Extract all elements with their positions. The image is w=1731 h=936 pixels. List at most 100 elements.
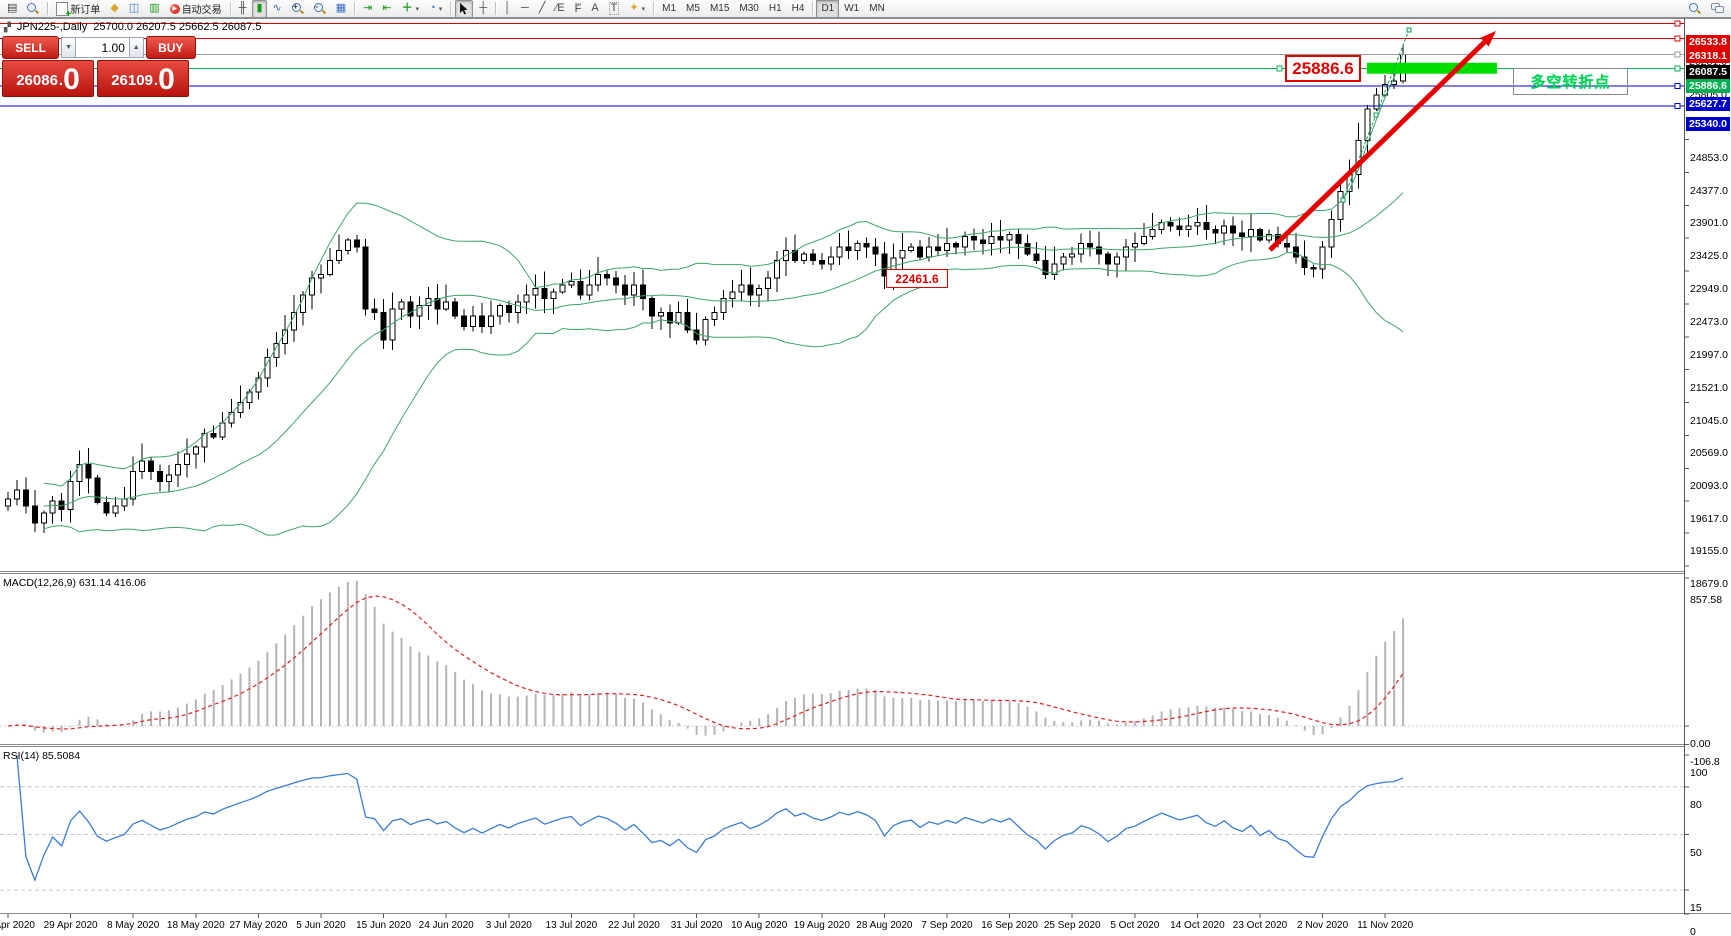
watchlist-icon: ◆ [110, 2, 119, 14]
chart-window-icon: ▤ [7, 2, 18, 14]
indicators-button[interactable]: ＋ ▾ [398, 0, 424, 18]
price-line-label: 25627.7 [1686, 97, 1730, 112]
new-order-label: 新订单 [70, 5, 101, 16]
horizontal-line-button[interactable]: ─ [517, 0, 533, 18]
date-axis-label: 27 May 2020 [229, 920, 288, 931]
candle-chart-icon: ▮ [256, 2, 263, 14]
terminal-button[interactable]: ▥ [145, 0, 163, 18]
price-line-label: 26087.5 [1686, 65, 1730, 80]
support-price-label[interactable]: 22461.6 [886, 269, 948, 288]
date-axis-label: 18 May 2020 [166, 920, 225, 931]
cursor-icon [460, 2, 468, 14]
periods-button[interactable]: ◔ ▾ [425, 0, 446, 18]
line-chart-button[interactable]: ∿ [269, 0, 286, 18]
one-click-trade-panel: SELL ▼ ▲ BUY 26086.0 26109.0 [2, 36, 196, 97]
chart-shift-button[interactable]: ⇤ [378, 0, 395, 18]
shapes-button[interactable]: ✦ ▾ [625, 0, 649, 18]
macd-axis-tick: 857.58 [1690, 594, 1723, 606]
text-icon: A [591, 2, 599, 14]
text-button[interactable]: A [587, 0, 602, 18]
autotrade-button[interactable]: ▶ 自动交易 [166, 0, 226, 18]
bid-price-frac: 0 [63, 63, 80, 96]
date-axis-label: 5 Oct 2020 [1110, 920, 1160, 931]
new-chart-button[interactable]: ▤ [3, 0, 21, 18]
channel-icon: ∕E [555, 2, 565, 14]
chat-button[interactable] [1707, 0, 1728, 18]
watchlist-button[interactable]: ◆ [106, 0, 122, 18]
date-axis-label: 19 Aug 2020 [793, 920, 850, 931]
price-line-label: 25886.6 [1686, 79, 1730, 94]
date-axis-label: 15 Jun 2020 [356, 920, 412, 931]
zoom-in-button[interactable]: + [288, 0, 308, 18]
zoom-out-button[interactable]: - [310, 0, 330, 18]
sell-button[interactable]: SELL [2, 36, 60, 59]
crosshair-button[interactable]: ┼ [475, 0, 491, 18]
new-order-icon: + [56, 1, 71, 19]
toolbar-separator [495, 2, 497, 15]
bid-price-box[interactable]: 26086. 0 [2, 60, 94, 97]
new-order-button[interactable]: + 新订单 [52, 0, 104, 19]
main-toolbar: ▤ + 新订单 ◆ ◫ ▥ ▶ 自动交易 ╫ ▮ ∿ + - ▦ ⇥ ⇤ ＋ ▾ … [0, 0, 1731, 19]
timeframe-button-h1[interactable]: H1 [768, 3, 782, 14]
channel-button[interactable]: ∕E [551, 0, 568, 18]
fibonacci-button[interactable]: F [571, 0, 586, 18]
price-axis-tick: 20093.0 [1690, 480, 1728, 493]
rsi-axis-tick: 80 [1690, 798, 1702, 811]
bull-arrow [1268, 40, 1487, 252]
autotrade-label: 自动交易 [181, 5, 222, 16]
price-level-lines[interactable] [0, 20, 1684, 109]
date-axis-label: 23 Oct 2020 [1232, 920, 1288, 931]
timeframe-group: M1 M5 M15 M30 H1 H4 D1 W1 MN [657, 0, 890, 18]
bar-chart-button[interactable]: ╫ [235, 0, 251, 18]
ask-price-frac: 0 [158, 63, 175, 96]
rsi-axis-tick: 0 [1690, 926, 1696, 936]
volume-increase-button[interactable]: ▲ [128, 37, 144, 58]
timeframe-button-m15[interactable]: M15 [709, 3, 730, 14]
label-button[interactable]: T [605, 0, 624, 18]
resistance-price-label[interactable]: 25886.6 [1285, 55, 1361, 82]
price-axis-tick: 18679.0 [1690, 578, 1728, 590]
ask-price-box[interactable]: 26109. 0 [97, 60, 189, 97]
trendline-button[interactable]: ╱ [535, 0, 550, 18]
timeframe-button-m1[interactable]: M1 [662, 3, 677, 14]
navigator-button[interactable]: ◫ [125, 0, 143, 18]
price-axis-tick: 24377.0 [1690, 184, 1728, 197]
chart-annotations[interactable] [1268, 27, 1497, 252]
bull-bear-turning-point-note[interactable]: 多空转折点 [1513, 68, 1628, 95]
toolbar-separator [354, 2, 356, 15]
timeframe-button-m30[interactable]: M30 [739, 3, 759, 14]
tile-windows-button[interactable]: ▦ [332, 0, 350, 18]
timeframe-button-w1[interactable]: W1 [844, 3, 860, 14]
clock-icon: ◔ [429, 2, 436, 14]
crosshair-icon: ┼ [479, 2, 488, 14]
cursor-button[interactable] [455, 0, 474, 18]
volume-input[interactable] [75, 37, 129, 58]
zoom-out-icon: - [313, 2, 326, 15]
date-axis-label: 24 Jun 2020 [418, 920, 474, 931]
timeframe-button-h4[interactable]: H4 [791, 3, 805, 14]
rsi-axis-tick: 15 [1690, 902, 1702, 915]
tile-windows-icon: ▦ [335, 2, 347, 14]
auto-scroll-button[interactable]: ⇥ [359, 0, 376, 18]
chart-preview-button[interactable] [23, 0, 43, 18]
timeframe-button-mn[interactable]: MN [869, 3, 885, 14]
vertical-line-button[interactable]: │ [500, 0, 515, 18]
timeframe-button-m5[interactable]: M5 [686, 3, 700, 14]
buy-button[interactable]: BUY [145, 36, 196, 59]
price-line-label: 25340.0 [1686, 117, 1730, 131]
chevron-down-icon: ▾ [641, 5, 646, 13]
shapes-icon: ✦ [629, 2, 639, 14]
chart-canvas[interactable] [0, 18, 1731, 936]
price-axis-tick: 19617.0 [1690, 513, 1728, 526]
date-axis-label: 10 Aug 2020 [731, 920, 788, 931]
price-axis-tick: 24853.0 [1690, 151, 1728, 164]
candle-chart-button[interactable]: ▮ [252, 0, 267, 18]
macd-indicator [0, 580, 1684, 736]
timeframe-button-d1[interactable]: D1 [816, 0, 840, 18]
chart-title-icon: ▞ [4, 21, 11, 32]
search-button[interactable] [1685, 0, 1705, 18]
volume-decrease-button[interactable]: ▼ [61, 37, 76, 58]
date-axis-label: 22 Jul 2020 [608, 920, 660, 931]
fibonacci-icon: F [574, 2, 582, 15]
date-axis-label: 11 Nov 2020 [1357, 920, 1414, 931]
